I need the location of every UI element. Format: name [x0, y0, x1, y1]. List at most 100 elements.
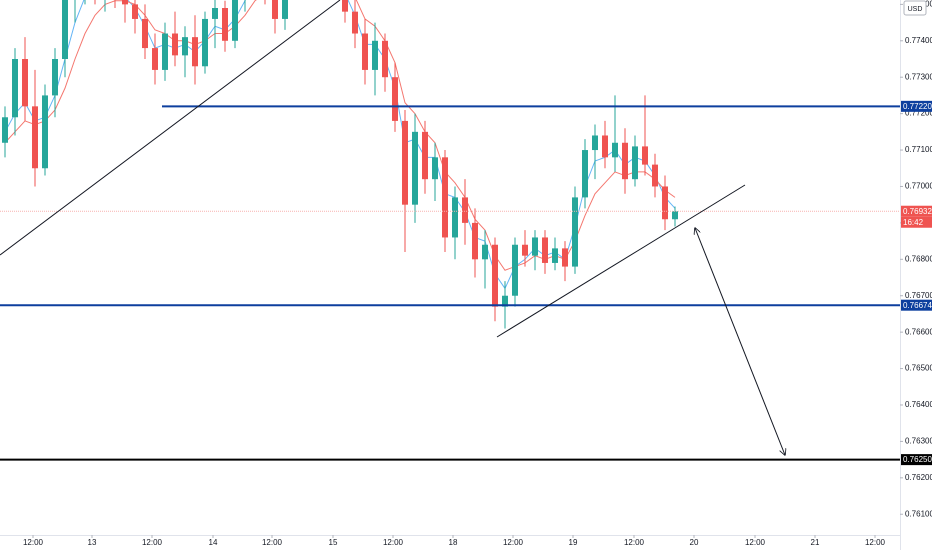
- price-label-box: [901, 205, 932, 217]
- candle-body: [432, 157, 438, 180]
- candle-body: [122, 0, 128, 5]
- candle-body: [512, 244, 518, 296]
- candle-body: [502, 295, 508, 307]
- candle-body: [162, 33, 168, 70]
- candle-body: [532, 237, 538, 256]
- candle-body: [452, 197, 458, 238]
- candle-body: [602, 135, 608, 158]
- candle-body: [52, 58, 58, 96]
- y-tick-label: 0.76600: [905, 327, 932, 336]
- candle-body: [142, 18, 148, 49]
- price-label-box: [901, 299, 932, 311]
- candle-body: [352, 11, 358, 34]
- candle-body: [12, 58, 18, 118]
- candle-body: [22, 58, 28, 107]
- candle-body: [202, 18, 208, 67]
- trend-line: [0, 0, 341, 256]
- countdown-label: 16:42: [903, 218, 924, 227]
- candle-body: [642, 146, 648, 165]
- trend-line: [496, 184, 746, 338]
- candle-body: [132, 4, 138, 19]
- candle-body: [232, 0, 238, 41]
- candle-body: [392, 77, 398, 121]
- x-tick-label: 12:00: [383, 538, 404, 547]
- candle-body: [592, 135, 598, 151]
- candle-body: [672, 211, 678, 220]
- candle-body: [612, 142, 618, 158]
- candle-body: [652, 164, 658, 187]
- y-tick-label: 0.77000: [905, 182, 932, 191]
- candle-body: [622, 142, 628, 180]
- countdown-box: [901, 216, 932, 228]
- price-label: 0.76932: [903, 207, 932, 216]
- x-tick-label: 19: [569, 538, 578, 547]
- candle-body: [442, 157, 448, 238]
- candle-body: [272, 0, 278, 19]
- price-label: 0.76250: [903, 455, 932, 464]
- candle-body: [492, 244, 498, 307]
- candle-body: [402, 120, 408, 205]
- candle-body: [42, 95, 48, 169]
- y-tick-label: 0.76700: [905, 291, 932, 300]
- x-tick-label: 12:00: [624, 538, 645, 547]
- candle-body: [412, 131, 418, 205]
- y-tick-label: 0.76300: [905, 437, 932, 446]
- candle-body: [152, 48, 158, 70]
- candle-body: [522, 244, 528, 256]
- drawings: [0, 0, 785, 455]
- candle-body: [212, 8, 218, 19]
- candle-body: [582, 150, 588, 198]
- projection-arrow: [695, 228, 785, 455]
- y-tick-label: 0.76400: [905, 400, 932, 409]
- x-tick-label: 14: [209, 538, 218, 547]
- candle-body: [222, 8, 228, 41]
- y-tick-label: 0.76800: [905, 254, 932, 263]
- price-levels: 0.77220 0.76932 16:42 0.76674 0.76250: [901, 100, 932, 466]
- candle-body: [172, 33, 178, 56]
- x-tick-label: 12:00: [262, 538, 283, 547]
- currency-label: USD: [908, 6, 923, 13]
- candle-body: [192, 37, 198, 67]
- candle-body: [542, 237, 548, 263]
- y-tick-label: 0.77100: [905, 145, 932, 154]
- y-tick-label: 0.76100: [905, 509, 932, 518]
- y-tick-label: 0.77200: [905, 109, 932, 118]
- candle-body: [382, 40, 388, 78]
- candle-body: [422, 131, 428, 180]
- candle-body: [342, 0, 348, 12]
- candle-body: [662, 186, 668, 220]
- candle-body: [482, 244, 488, 260]
- candle-body: [632, 146, 638, 180]
- price-label: 0.77220: [903, 102, 932, 111]
- candle-body: [282, 0, 288, 19]
- plot-area: [0, 0, 900, 461]
- candle-body: [2, 117, 8, 143]
- currency-box: [903, 0, 927, 16]
- price-label-box: [901, 100, 932, 112]
- candle-body: [372, 40, 378, 70]
- y-tick-label: 0.76200: [905, 473, 932, 482]
- x-tick-label: 21: [811, 538, 820, 547]
- price-label-box: [901, 454, 932, 466]
- candle-body: [62, 0, 68, 59]
- x-tick-label: 13: [88, 538, 97, 547]
- price-label: 0.76674: [903, 301, 932, 310]
- candle-body: [472, 222, 478, 260]
- candle-body: [32, 106, 38, 169]
- candle-body: [552, 248, 558, 263]
- candle-body: [362, 33, 368, 70]
- y-tick-label: 0.76500: [905, 364, 932, 373]
- candle-body: [572, 197, 578, 267]
- candle-body: [562, 248, 568, 267]
- x-tick-label: 12:00: [745, 538, 766, 547]
- x-tick-label: 12:00: [142, 538, 163, 547]
- x-tick-label: 18: [449, 538, 458, 547]
- x-tick-label: 15: [329, 538, 338, 547]
- x-tick-label: 12:00: [23, 538, 44, 547]
- candle-body: [462, 197, 468, 223]
- x-tick-label: 12:00: [503, 538, 524, 547]
- candle-body: [182, 37, 188, 56]
